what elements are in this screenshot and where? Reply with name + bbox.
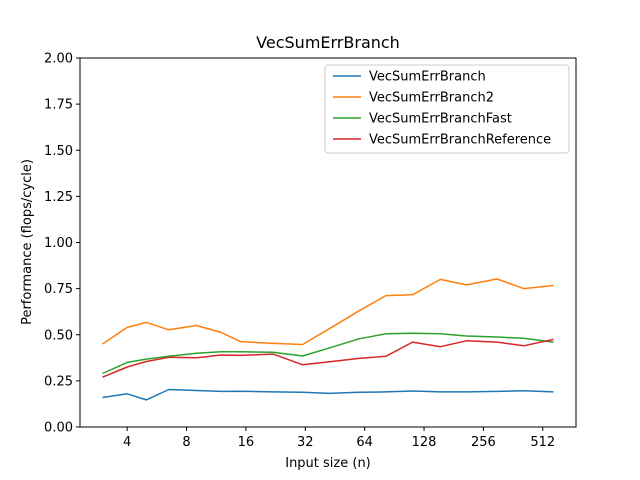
x-axis-label: Input size (n) xyxy=(285,456,371,471)
x-tick-label: 256 xyxy=(471,435,496,450)
x-axis: 4 8 16 32 64 128 256 512 xyxy=(123,427,555,450)
x-tick-label: 512 xyxy=(530,435,555,450)
y-tick-label: 1.25 xyxy=(44,190,73,205)
legend-label-vecsumerrbranch2: VecSumErrBranch2 xyxy=(369,91,494,106)
legend: VecSumErrBranch VecSumErrBranch2 VecSumErr… xyxy=(324,64,570,154)
y-tick-label: 0.25 xyxy=(44,374,73,389)
x-tick-label: 64 xyxy=(356,435,373,450)
chart-title: VecSumErrBranch xyxy=(256,33,400,52)
y-tick-label: 1.75 xyxy=(44,98,73,113)
y-tick-label: 0.00 xyxy=(44,421,73,436)
x-tick-label: 16 xyxy=(238,435,255,450)
legend-label-vecsumerrbranchreference: VecSumErrBranchReference xyxy=(369,133,551,148)
y-tick-label: 0.50 xyxy=(44,328,73,343)
y-tick-label: 1.00 xyxy=(44,236,73,251)
x-tick-label: 32 xyxy=(297,435,314,450)
legend-box xyxy=(324,64,570,154)
y-tick-label: 0.75 xyxy=(44,282,73,297)
series-line-vecsumerrbranch2 xyxy=(102,278,554,346)
series-line-vecsumerrbranch xyxy=(102,388,554,401)
y-axis: 0.00 0.25 0.50 0.75 1.00 1.25 1.50 1.75 2.00 xyxy=(44,52,80,436)
y-tick-label: 2.00 xyxy=(44,52,73,67)
x-tick-label: 128 xyxy=(412,435,437,450)
x-tick-label: 4 xyxy=(123,435,131,450)
y-axis-label: Performance (flops/cycle) xyxy=(20,159,35,325)
series-line-vecsumerrbranchreference xyxy=(102,338,554,378)
legend-label-vecsumerrbranch: VecSumErrBranch xyxy=(369,70,486,85)
plot-lines xyxy=(102,278,554,401)
y-tick-label: 1.50 xyxy=(44,144,73,159)
x-tick-label: 8 xyxy=(182,435,190,450)
series-line-vecsumerrbranchfast xyxy=(102,332,554,375)
legend-label-vecsumerrbranchfast: VecSumErrBranchFast xyxy=(369,112,512,127)
